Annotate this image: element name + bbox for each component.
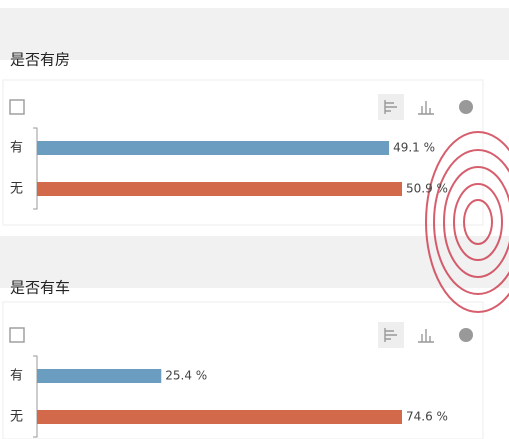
value-label: 25.4 % (165, 369, 207, 383)
bar (37, 141, 389, 155)
pie-icon[interactable] (459, 100, 473, 114)
pie-icon[interactable] (459, 328, 473, 342)
value-label: 50.9 % (406, 182, 448, 196)
category-label: 无 (10, 182, 23, 197)
category-label: 有 (10, 141, 23, 156)
section-header (0, 236, 509, 288)
bar (37, 369, 161, 383)
value-label: 49.1 % (393, 141, 435, 155)
chart-title: 是否有房 (10, 51, 70, 69)
section-header (0, 8, 509, 60)
bar (37, 182, 402, 196)
value-label: 74.6 % (406, 410, 448, 424)
category-label: 有 (10, 369, 23, 384)
page: 是否有房有49.1 %无50.9 %是否有车有25.4 %无74.6 % (0, 0, 509, 439)
category-label: 无 (10, 410, 23, 425)
chart-title: 是否有车 (10, 279, 70, 297)
bar (37, 410, 402, 424)
